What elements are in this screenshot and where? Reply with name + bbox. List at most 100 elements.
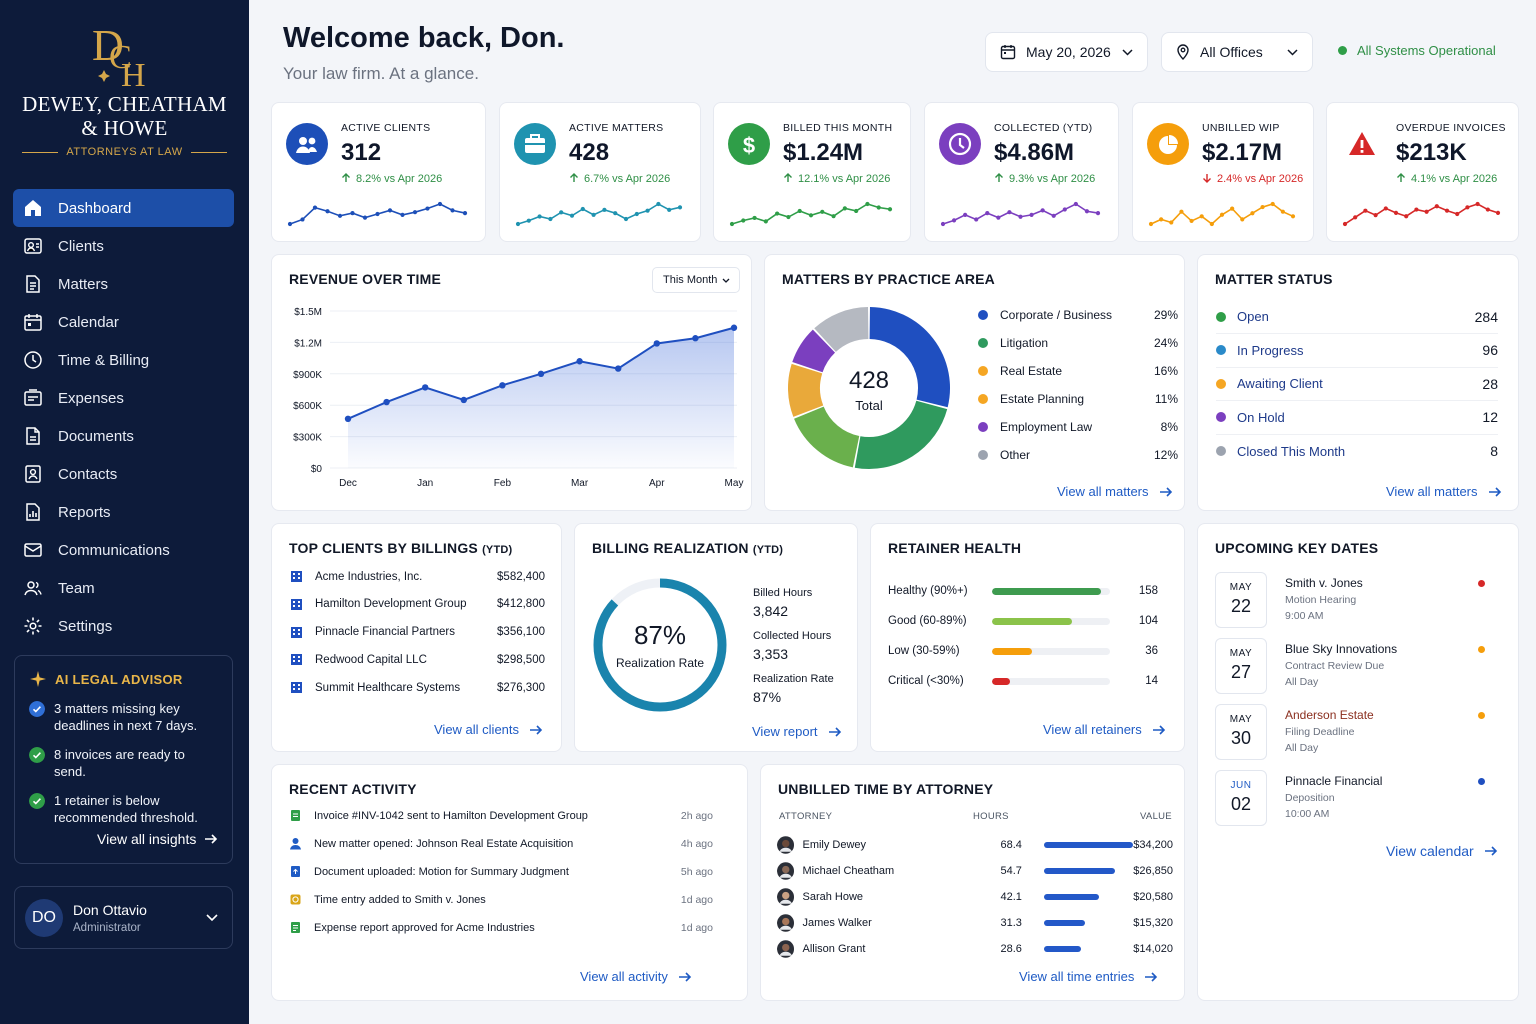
donut-slice-estate-planning[interactable]	[788, 363, 824, 417]
status-row[interactable]: Awaiting Client 28	[1216, 367, 1498, 401]
legend-percent: 11%	[1154, 392, 1178, 406]
date-picker[interactable]: May 20, 2026	[985, 32, 1148, 72]
attorney-row[interactable]: Michael Cheatham 54.7 $26,850	[777, 859, 1173, 883]
date-badge: JUN 02	[1215, 770, 1267, 826]
legend-percent: 24%	[1153, 336, 1178, 350]
sidebar-item-dashboard[interactable]: Dashboard	[13, 189, 234, 227]
activity-row[interactable]: Document uploaded: Motion for Summary Ju…	[289, 865, 713, 878]
revenue-area	[348, 327, 734, 468]
status-count: 284	[1474, 308, 1498, 325]
sparkline-point	[623, 216, 629, 222]
activity-row[interactable]: Time entry added to Smith v. Jones 1d ago	[289, 893, 713, 906]
view-all-activity-link[interactable]: View all activity	[580, 969, 692, 984]
status-row[interactable]: In Progress 96	[1216, 334, 1498, 368]
kpi-card-billed-this-month[interactable]: $ BILLED THIS MONTH $1.24M 12.1% vs Apr 202…	[713, 102, 911, 242]
arrow-down-icon	[1203, 174, 1211, 183]
building-icon	[291, 626, 302, 638]
status-row[interactable]: Closed This Month 8	[1216, 434, 1498, 468]
sidebar-item-contacts[interactable]: Contacts	[13, 455, 234, 493]
sparkline-point	[763, 219, 768, 224]
office-selector[interactable]: All Offices	[1161, 32, 1313, 72]
activity-row[interactable]: New matter opened: Johnson Real Estate A…	[289, 837, 713, 850]
revenue-point[interactable]	[653, 340, 660, 347]
revenue-point[interactable]	[615, 365, 622, 372]
client-row[interactable]: Acme Industries, Inc. $582,400	[290, 570, 545, 583]
sidebar-item-expenses[interactable]: Expenses	[13, 379, 234, 417]
kpi-card-overdue-invoices[interactable]: OVERDUE INVOICES $213K 4.1% vs Apr 2026	[1326, 102, 1519, 242]
view-all-insights-link[interactable]: View all insights	[97, 831, 218, 847]
revenue-point[interactable]	[460, 396, 467, 404]
sidebar-item-documents[interactable]: Documents	[13, 417, 234, 455]
user-profile-menu[interactable]: DO Don Ottavio Administrator	[14, 886, 233, 949]
revenue-point[interactable]	[537, 370, 545, 377]
system-status-text: All Systems Operational	[1357, 43, 1496, 58]
client-row[interactable]: Redwood Capital LLC $298,500	[290, 653, 545, 666]
status-count: 12	[1482, 409, 1498, 425]
date-day: 30	[1230, 728, 1252, 748]
view-calendar-link[interactable]: View calendar	[1386, 843, 1498, 859]
activity-row[interactable]: Expense report approved for Acme Industr…	[289, 921, 713, 934]
attorney-row[interactable]: Allison Grant 28.6 $14,020	[777, 937, 1173, 961]
status-row[interactable]: Open 284	[1216, 300, 1498, 334]
briefcase-icon	[525, 134, 545, 153]
key-date-time: All Day	[1285, 742, 1319, 754]
kpi-card-active-matters[interactable]: ACTIVE MATTERS 428 6.7% vs Apr 2026	[499, 102, 701, 242]
revenue-point[interactable]	[422, 384, 429, 391]
attorney-row[interactable]: James Walker 31.3 $15,320	[777, 911, 1173, 935]
revenue-card: REVENUE OVER TIME This Month $1.5M $1.2M $…	[271, 254, 752, 511]
client-row[interactable]: Hamilton Development Group $412,800	[290, 598, 545, 611]
firm-name-line1: DEWEY, CHEATHAM	[22, 92, 227, 116]
attorney-row[interactable]: Sarah Howe 42.1 $20,580	[777, 885, 1173, 909]
revenue-point[interactable]	[344, 415, 352, 423]
revenue-point[interactable]	[499, 382, 506, 389]
user-icon	[290, 838, 301, 850]
donut-slice-corporate-business[interactable]	[868, 307, 950, 408]
status-row[interactable]: On Hold 12	[1216, 401, 1498, 435]
sparkline-point	[1260, 204, 1265, 210]
sparkline-point	[437, 201, 443, 207]
attorney-row[interactable]: Emily Dewey 68.4 $34,200	[777, 833, 1173, 857]
sidebar-item-team[interactable]: Team	[13, 569, 234, 607]
revenue-point[interactable]	[730, 324, 738, 331]
kpi-change-text: 9.3% vs Apr 2026	[1009, 173, 1096, 185]
sidebar-item-time-billing[interactable]: Time & Billing	[13, 341, 234, 379]
period-dropdown[interactable]: This Month	[652, 267, 740, 293]
revenue-point[interactable]	[576, 358, 583, 365]
sidebar-nav: Dashboard Clients Matters Calendar Time & Bi…	[13, 189, 234, 645]
matter-status-view-all-link[interactable]: View all matters	[1386, 484, 1502, 499]
sidebar-item-label: Settings	[58, 617, 113, 635]
key-date-item[interactable]: MAY 22 Smith v. Jones Motion Hearing 9:00 AM	[1215, 572, 1501, 634]
key-date-item[interactable]: JUN 02 Pinnacle Financial Deposition 10:00 A…	[1215, 770, 1501, 832]
sidebar-item-clients[interactable]: Clients	[13, 227, 234, 265]
view-all-clients-link[interactable]: View all clients	[434, 722, 543, 737]
kpi-card-unbilled-wip[interactable]: UNBILLED WIP $2.17M 2.4% vs Apr 2026	[1132, 102, 1314, 242]
sidebar-item-calendar[interactable]: Calendar	[13, 303, 234, 341]
kpi-label: ACTIVE CLIENTS	[341, 122, 431, 134]
key-date-item[interactable]: MAY 30 Anderson Estate Filing Deadline All D…	[1215, 704, 1501, 766]
sidebar-item-matters[interactable]: Matters	[13, 265, 234, 303]
kpi-card-active-clients[interactable]: ACTIVE CLIENTS 312 8.2% vs Apr 2026	[271, 102, 486, 242]
status-label: In Progress	[1237, 342, 1304, 358]
sidebar-item-reports[interactable]: Reports	[13, 493, 234, 531]
gear-icon	[24, 617, 42, 635]
sidebar-item-settings[interactable]: Settings	[13, 607, 234, 645]
revenue-point[interactable]	[383, 398, 390, 406]
donut-slice-other[interactable]	[814, 307, 870, 353]
view-all-time-entries-link[interactable]: View all time entries	[1019, 969, 1158, 984]
client-row[interactable]: Pinnacle Financial Partners $356,100	[290, 626, 545, 639]
kpi-card-collected-ytd[interactable]: COLLECTED (YTD) $4.86M 9.3% vs Apr 2026	[924, 102, 1119, 242]
sparkline-point	[1353, 215, 1358, 220]
revenue-point[interactable]	[692, 335, 699, 342]
sparkline-point	[887, 207, 893, 212]
donut-slice-real-estate[interactable]	[794, 405, 860, 468]
client-row[interactable]: Summit Healthcare Systems $276,300	[290, 681, 545, 694]
sidebar-item-communications[interactable]: Communications	[13, 531, 234, 569]
view-all-retainers-link[interactable]: View all retainers	[1043, 722, 1166, 737]
activity-row[interactable]: Invoice #INV-1042 sent to Hamilton Devel…	[289, 809, 713, 822]
donut-slice-employment-law[interactable]	[792, 329, 836, 373]
view-all-matters-link[interactable]: View all matters	[1057, 484, 1173, 499]
key-date-item[interactable]: MAY 27 Blue Sky Innovations Contract Review…	[1215, 638, 1501, 700]
view-report-link[interactable]: View report	[752, 724, 842, 739]
x-tick-label: Mar	[571, 478, 589, 489]
donut-slice-litigation[interactable]	[854, 400, 948, 469]
